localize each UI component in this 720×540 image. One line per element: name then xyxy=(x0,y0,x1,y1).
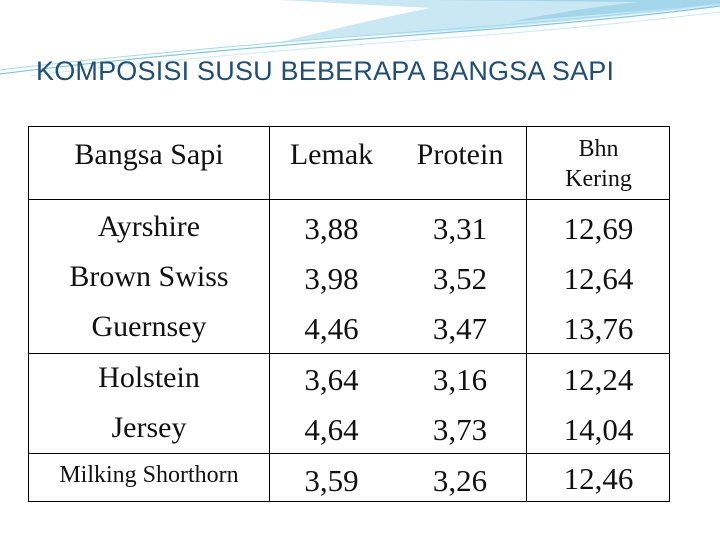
breed-cell: Milking Shorthorn xyxy=(59,461,239,488)
header-dry-line2: Kering xyxy=(565,166,632,192)
header-breed: Bangsa Sapi xyxy=(74,137,224,171)
fat-cell: 3,88 xyxy=(304,211,359,246)
fat-cell: 4,64 xyxy=(304,412,359,447)
breed-cell: Brown Swiss xyxy=(69,260,229,293)
slide-title: KOMPOSISI SUSU BEBERAPA BANGSA SAPI xyxy=(36,56,615,86)
row-divider xyxy=(29,453,669,454)
dry-matter-cell: 12,46 xyxy=(563,461,634,496)
dry-matter-cell: 14,04 xyxy=(563,412,634,447)
header-dry-matter: Bhn Kering xyxy=(526,133,671,195)
protein-cell: 3,73 xyxy=(432,412,488,447)
protein-cell: 3,16 xyxy=(432,362,488,397)
breed-cell: Holstein xyxy=(98,361,200,394)
header-protein: Protein xyxy=(416,137,504,171)
protein-cell: 3,52 xyxy=(432,261,488,296)
fat-cell: 3,59 xyxy=(304,463,359,498)
breed-cell: Ayrshire xyxy=(97,210,201,243)
breed-cell: Jersey xyxy=(111,411,187,444)
protein-cell: 3,26 xyxy=(432,463,488,498)
header-dry-line1: Bhn xyxy=(578,136,619,162)
milk-composition-table: Bangsa Sapi Lemak Protein Bhn Kering Ayr… xyxy=(28,126,670,502)
fat-cell: 4,46 xyxy=(304,311,359,346)
protein-cell: 3,31 xyxy=(432,211,488,246)
dry-matter-cell: 12,69 xyxy=(563,211,634,246)
header-wave-decoration xyxy=(0,0,720,80)
row-divider xyxy=(29,353,669,354)
breed-cell: Guernsey xyxy=(91,310,207,343)
header-fat: Lemak xyxy=(289,137,374,171)
protein-cell: 3,47 xyxy=(432,311,488,346)
dry-matter-cell: 13,76 xyxy=(563,311,634,346)
dry-matter-cell: 12,64 xyxy=(563,261,634,296)
header-divider xyxy=(29,199,669,200)
column-divider xyxy=(269,127,270,501)
column-divider xyxy=(526,127,527,501)
dry-matter-cell: 12,24 xyxy=(563,362,634,397)
fat-cell: 3,98 xyxy=(304,261,359,296)
fat-cell: 3,64 xyxy=(304,362,359,397)
